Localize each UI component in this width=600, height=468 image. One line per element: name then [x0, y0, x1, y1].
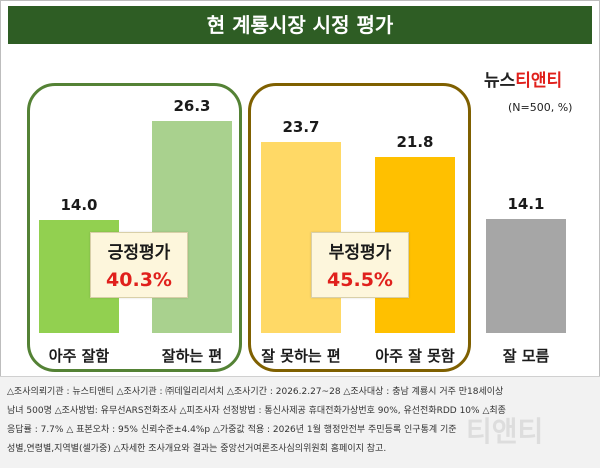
- footer-line: △조사의뢰기관 : 뉴스티앤티 △조사기관 : ㈜데일리리서치 △조사기간 : …: [7, 387, 504, 397]
- value-label-good: 26.3: [173, 96, 211, 115]
- positive-summary-label: 긍정평가: [107, 243, 171, 263]
- negative-summary-badge: 부정평가 45.5%: [311, 232, 409, 298]
- survey-footer: △조사의뢰기관 : 뉴스티앤티 △조사기관 : ㈜데일리리서치 △조사기간 : …: [0, 376, 600, 468]
- watermark: 티앤티: [466, 415, 544, 448]
- brand-logo-part2: 티앤티: [515, 71, 563, 91]
- positive-summary-badge: 긍정평가 40.3%: [90, 232, 188, 298]
- footer-line: 성별,연령별,지역별(셀가중) △자세한 조사개요와 결과는 중앙선거여론조사심…: [7, 444, 387, 454]
- category-label-very-bad: 아주 잘 못함: [375, 347, 455, 365]
- brand-logo: 뉴스티앤티: [484, 66, 562, 91]
- bar-good: [152, 120, 232, 333]
- negative-summary-value: 45.5%: [327, 269, 393, 291]
- positive-summary-value: 40.3%: [106, 269, 172, 291]
- value-label-unknown: 14.1: [507, 195, 545, 214]
- positive-group-box: [27, 83, 242, 372]
- category-label-good: 잘하는 편: [161, 347, 223, 365]
- brand-logo-part1: 뉴스: [484, 71, 516, 91]
- value-label-very-good: 14.0: [60, 196, 98, 215]
- value-label-bad: 23.7: [282, 117, 320, 136]
- negative-summary-label: 부정평가: [328, 243, 392, 263]
- value-label-very-bad: 21.8: [396, 133, 434, 152]
- category-label-very-good: 아주 잘함: [48, 347, 110, 365]
- footer-line: 응답률 : 7.7% △ 표본오차 : 95% 신뢰수준±4.4%p △가중값 …: [7, 425, 457, 435]
- category-label-unknown: 잘 모름: [502, 347, 550, 365]
- chart-title: 현 계룡시장 시정 평가: [8, 6, 592, 44]
- sample-note: (N=500, %): [508, 101, 573, 114]
- negative-group-box: [248, 83, 471, 372]
- footer-line: 남녀 500명 △조사방법: 유무선ARS전화조사 △피조사자 선정방법 : 통…: [7, 406, 506, 416]
- bar-unknown: [486, 219, 566, 333]
- category-label-bad: 잘 못하는 편: [261, 347, 341, 365]
